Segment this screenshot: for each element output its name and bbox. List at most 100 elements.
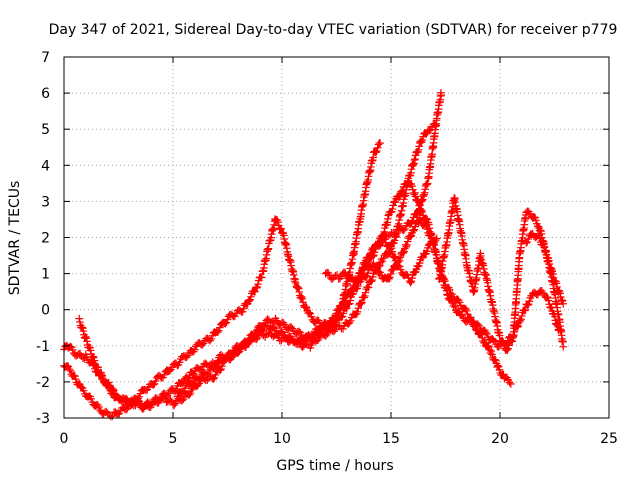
data-point [418, 136, 427, 144]
data-point [522, 239, 530, 247]
data-point [236, 344, 245, 353]
data-point [480, 338, 489, 347]
data-point [263, 315, 272, 323]
data-point [373, 264, 382, 272]
data-point [508, 337, 517, 346]
data-point [181, 384, 189, 393]
data-point [95, 403, 103, 411]
data-point [517, 315, 525, 324]
data-point [298, 294, 307, 303]
data-point [395, 263, 404, 271]
data-point [179, 388, 187, 397]
data-point [459, 313, 468, 322]
x-axis-label: GPS time / hours [276, 458, 393, 474]
data-point [90, 356, 99, 365]
x-tick-label: 10 [273, 431, 291, 447]
data-point [386, 273, 394, 281]
data-point [378, 257, 387, 265]
data-point [220, 357, 229, 365]
data-point [245, 334, 254, 343]
data-point [504, 375, 513, 384]
data-point [204, 369, 213, 377]
data-point [521, 306, 530, 314]
data-point [490, 337, 499, 346]
x-tick-label: 15 [382, 431, 400, 447]
data-point [295, 327, 303, 336]
data-point [239, 304, 248, 313]
data-point [307, 312, 316, 321]
data-point [296, 328, 305, 337]
data-point [340, 268, 348, 276]
data-point [164, 389, 173, 398]
data-point [539, 289, 547, 297]
data-point [408, 274, 416, 282]
data-point [250, 330, 259, 339]
data-point [314, 330, 323, 339]
data-point [532, 216, 540, 225]
data-point [211, 371, 220, 379]
data-point [535, 231, 544, 240]
data-point [397, 265, 405, 274]
data-point [373, 147, 381, 155]
data-point [338, 312, 347, 321]
y-axis-label: SDTVAR / TECUs [7, 181, 23, 296]
data-point [172, 385, 181, 393]
data-point [369, 273, 377, 281]
data-point [115, 409, 124, 418]
data-point [390, 236, 399, 245]
data-point [518, 312, 526, 320]
data-point [136, 389, 145, 398]
y-tick-label: 1 [41, 267, 50, 283]
data-point [127, 401, 136, 409]
series-track-c [75, 139, 384, 409]
data-point [354, 282, 362, 290]
data-point [380, 235, 389, 244]
data-point [316, 319, 324, 327]
data-point [422, 130, 431, 138]
y-tick-label: 3 [41, 194, 50, 210]
data-point [150, 380, 159, 388]
data-point [246, 295, 254, 304]
data-point [520, 306, 529, 315]
data-point [408, 182, 416, 190]
data-point [178, 396, 186, 405]
data-point [306, 309, 315, 318]
data-point [391, 198, 400, 206]
data-point [277, 327, 286, 336]
data-point [415, 213, 424, 222]
data-point [443, 291, 452, 300]
data-point [238, 307, 247, 316]
data-point [197, 373, 205, 381]
data-point [379, 254, 388, 263]
data-point [160, 371, 169, 379]
data-point [272, 316, 281, 325]
series-track-f [435, 194, 568, 354]
data-point [376, 139, 384, 147]
data-point [505, 341, 513, 350]
data-point [184, 351, 192, 360]
x-tick-label: 25 [600, 431, 618, 447]
data-point [376, 268, 384, 277]
data-point [180, 387, 188, 395]
data-point [254, 280, 262, 288]
data-point [523, 301, 532, 309]
data-point [504, 344, 512, 353]
data-point [279, 328, 287, 337]
data-point [483, 330, 491, 338]
data-point [559, 299, 568, 308]
data-point [66, 367, 75, 375]
data-point [494, 362, 503, 371]
data-point [339, 309, 348, 318]
data-point [253, 326, 261, 335]
data-point [105, 383, 114, 392]
data-point [544, 296, 553, 305]
data-point [399, 249, 408, 257]
y-tick-label: 4 [41, 158, 50, 174]
data-point [221, 319, 230, 328]
data-point [339, 325, 347, 333]
y-tick-label: 2 [41, 231, 50, 247]
data-point [425, 126, 434, 135]
data-point [507, 336, 516, 345]
data-point [507, 380, 515, 388]
data-point [361, 292, 369, 300]
